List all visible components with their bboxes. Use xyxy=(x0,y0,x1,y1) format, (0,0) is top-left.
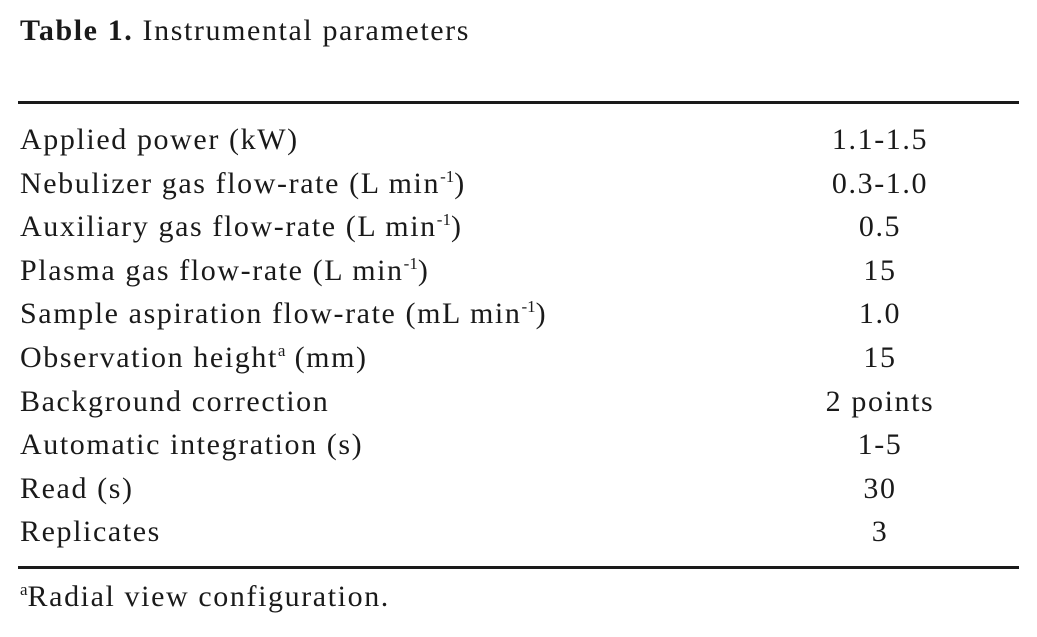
value-cell: 1-5 xyxy=(857,428,903,462)
text: Observation height xyxy=(20,341,278,374)
value-cell: 3 xyxy=(871,515,889,549)
text: ) xyxy=(535,297,548,331)
superscript: -1 xyxy=(440,166,455,186)
text: Auxiliary gas flow-rate (L min xyxy=(20,210,437,244)
parameter-cell: Plasma gas flow-rate (L min-1) xyxy=(20,249,429,293)
footnote: aRadial view configuration. xyxy=(20,580,390,614)
parameter-cell: Replicates xyxy=(20,510,161,554)
parameter-cell: Automatic integration (s) xyxy=(20,423,363,467)
bottom-rule xyxy=(18,566,1019,569)
text: Automatic integration (s) xyxy=(20,428,364,462)
text: Nebulizer gas flow-rate (L min xyxy=(20,166,441,200)
text: ) xyxy=(417,253,430,287)
table-caption: Table 1. Instrumental parameters xyxy=(20,14,470,48)
parameter-cell: Sample aspiration flow-rate (mL min-1) xyxy=(20,292,547,336)
superscript: -1 xyxy=(521,297,536,317)
value-cell: 15 xyxy=(863,341,897,374)
caption-text: Instrumental parameters xyxy=(142,14,471,47)
parameter-cell: Read (s) xyxy=(20,467,134,511)
top-rule xyxy=(18,101,1019,104)
text: Applied power (kW) xyxy=(20,123,299,156)
parameter-cell: Background correction xyxy=(20,380,329,424)
caption-label: Table 1. xyxy=(20,14,134,47)
superscript: -1 xyxy=(403,253,418,273)
text: Radial view configuration. xyxy=(27,580,390,613)
text: Replicates xyxy=(20,515,161,549)
text: Background correction xyxy=(20,384,330,418)
text: ) xyxy=(450,210,463,244)
text: Read (s) xyxy=(20,471,134,505)
value-cell: 15 xyxy=(863,253,897,287)
parameter-cell: Applied power (kW) xyxy=(20,118,299,162)
text: (mm) xyxy=(285,341,368,374)
value-cell: 1.1-1.5 xyxy=(831,123,929,156)
parameter-cell: Nebulizer gas flow-rate (L min-1) xyxy=(20,162,466,206)
superscript: a xyxy=(277,341,286,360)
text: Sample aspiration flow-rate (mL min xyxy=(20,297,522,331)
text: ) xyxy=(454,166,466,200)
parameter-cell: Auxiliary gas flow-rate (L min-1) xyxy=(20,205,463,249)
value-cell: 30 xyxy=(863,471,897,505)
value-cell: 0.5 xyxy=(858,210,902,244)
value-cell: 1.0 xyxy=(858,297,902,331)
superscript: a xyxy=(20,580,28,599)
value-cell: 2 points xyxy=(825,384,935,418)
value-cell: 0.3-1.0 xyxy=(831,166,929,200)
superscript: -1 xyxy=(436,210,451,230)
parameter-cell: Observation heighta (mm) xyxy=(20,336,368,380)
text: Plasma gas flow-rate (L min xyxy=(20,253,404,287)
